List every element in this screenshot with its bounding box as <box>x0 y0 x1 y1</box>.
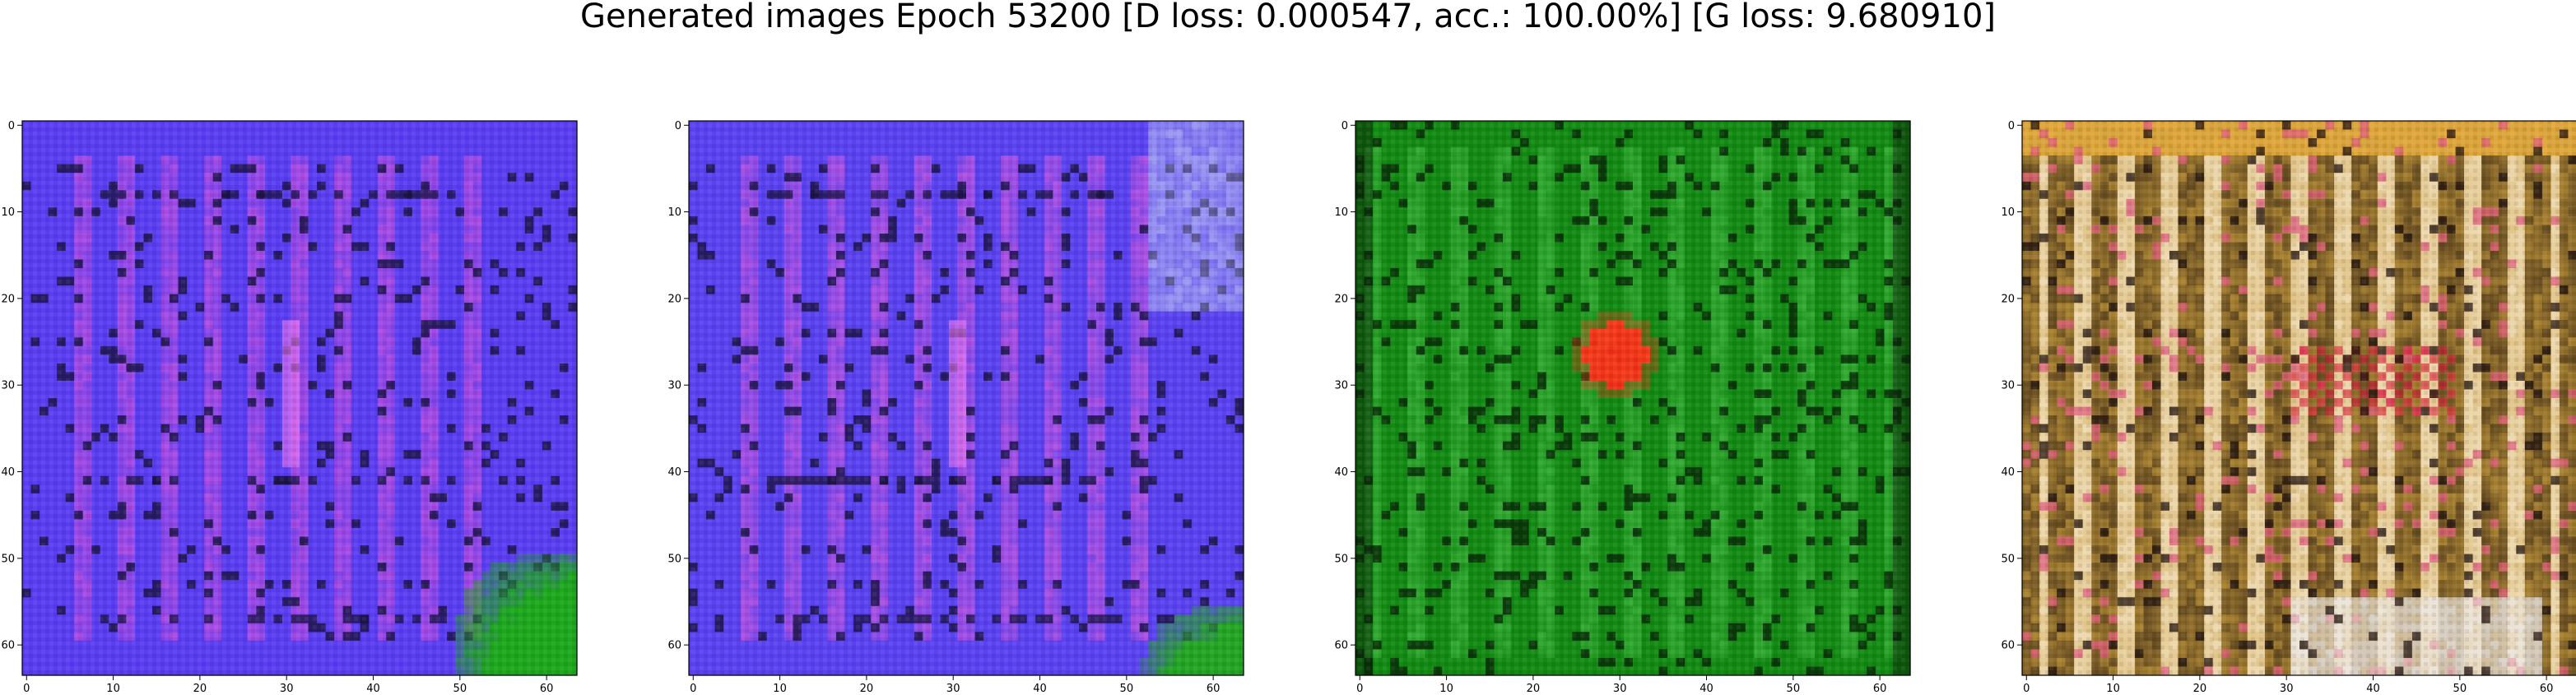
x-tick-label: 50 <box>1120 683 1134 695</box>
y-tick-label: 20 <box>1 293 15 305</box>
y-tick-label: 0 <box>2008 120 2015 132</box>
x-tick-label: 60 <box>540 683 554 695</box>
generated-image-3-raster <box>1355 121 1911 676</box>
x-tick-label: 0 <box>690 683 696 695</box>
y-tick-label: 60 <box>1334 640 1348 652</box>
generated-image-2: 0 10 20 30 40 50 60 0 10 20 30 40 50 60 <box>667 120 1244 695</box>
generated-image-4-frame <box>2021 120 2576 676</box>
y-tick-label: 40 <box>2001 466 2015 479</box>
y-tick-label: 0 <box>8 120 15 132</box>
x-tick-label: 0 <box>23 683 30 695</box>
generated-image-2-frame <box>688 120 1244 676</box>
y-tick-label: 10 <box>1334 206 1348 219</box>
x-tick-label: 10 <box>773 683 787 695</box>
generated-image-3-frame <box>1355 120 1911 676</box>
y-tick-label: 20 <box>1334 293 1348 305</box>
generated-image-1: 0 10 20 30 40 50 60 0 10 20 30 40 50 60 <box>1 120 578 695</box>
x-tick-label: 30 <box>280 683 294 695</box>
x-tick-label: 30 <box>1613 683 1627 695</box>
y-tick-label: 20 <box>2001 293 2015 305</box>
generated-image-1-raster <box>22 121 578 676</box>
y-tick-label: 60 <box>667 640 681 652</box>
generated-image-4: 0 10 20 30 40 50 60 0 10 20 30 40 50 60 <box>2001 120 2576 695</box>
y-tick-label: 30 <box>667 380 681 392</box>
y-tick-label: 30 <box>1 380 15 392</box>
x-tick-label: 0 <box>1356 683 1363 695</box>
x-tick-label: 40 <box>2366 683 2380 695</box>
x-tick-label: 20 <box>193 683 207 695</box>
x-tick-label: 20 <box>2193 683 2207 695</box>
x-tick-label: 30 <box>946 683 960 695</box>
x-tick-label: 30 <box>2280 683 2294 695</box>
y-tick-label: 50 <box>1334 553 1348 565</box>
figure-title: Generated images Epoch 53200 [D loss: 0.… <box>579 0 1997 35</box>
y-tick-label: 40 <box>667 466 681 479</box>
x-tick-label: 60 <box>2540 683 2554 695</box>
x-tick-label: 50 <box>1787 683 1801 695</box>
y-tick-label: 10 <box>1 206 15 219</box>
x-tick-label: 50 <box>2453 683 2467 695</box>
y-tick-label: 0 <box>1341 120 1348 132</box>
x-tick-label: 10 <box>106 683 120 695</box>
y-tick-label: 50 <box>667 553 681 565</box>
x-tick-label: 0 <box>2023 683 2030 695</box>
x-tick-label: 60 <box>1873 683 1887 695</box>
generated-image-3: 0 10 20 30 40 50 60 0 10 20 30 40 50 60 <box>1334 120 1911 695</box>
x-tick-label: 10 <box>2106 683 2120 695</box>
x-tick-label: 20 <box>1527 683 1541 695</box>
y-tick-label: 60 <box>1 640 15 652</box>
y-tick-label: 30 <box>2001 380 2015 392</box>
y-tick-label: 10 <box>667 206 681 219</box>
x-tick-label: 10 <box>1439 683 1453 695</box>
generated-image-1-frame <box>21 120 578 676</box>
y-tick-label: 60 <box>2001 640 2015 652</box>
y-tick-label: 20 <box>667 293 681 305</box>
x-tick-label: 50 <box>453 683 467 695</box>
generated-image-4-raster <box>2022 121 2576 676</box>
x-tick-label: 40 <box>366 683 380 695</box>
y-tick-label: 10 <box>2001 206 2015 219</box>
y-tick-label: 40 <box>1334 466 1348 479</box>
y-tick-label: 30 <box>1334 380 1348 392</box>
x-tick-label: 20 <box>860 683 874 695</box>
y-tick-label: 50 <box>1 553 15 565</box>
x-tick-label: 60 <box>1207 683 1221 695</box>
x-tick-label: 40 <box>1033 683 1047 695</box>
y-tick-label: 50 <box>2001 553 2015 565</box>
generated-image-2-raster <box>689 121 1244 676</box>
x-tick-label: 40 <box>1700 683 1713 695</box>
y-tick-label: 0 <box>675 120 681 132</box>
y-tick-label: 40 <box>1 466 15 479</box>
